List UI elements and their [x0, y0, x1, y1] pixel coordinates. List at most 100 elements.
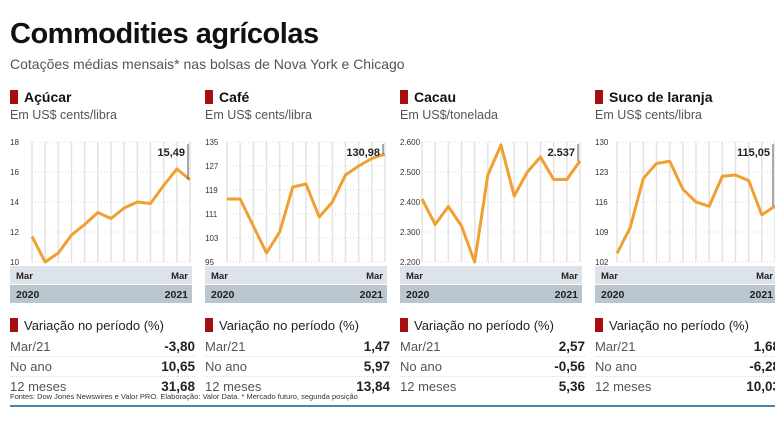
variation-title: Variação no período (%) [595, 316, 775, 334]
x-year-label: 2020 [16, 289, 40, 301]
y-tick-label: 2.400 [400, 198, 421, 207]
chart-panel: Suco de laranja Em US$ cents/libra Varia… [595, 88, 775, 394]
y-tick-label: 116 [595, 198, 608, 207]
x-month-label: Mar [756, 271, 773, 282]
variation-title-text: Variação no período (%) [219, 317, 359, 333]
x-year-label: 2021 [750, 289, 774, 301]
year-band [595, 285, 775, 303]
variation-value: 5,97 [363, 359, 390, 374]
variation-value: 5,36 [558, 379, 585, 394]
red-marker-icon [595, 90, 603, 104]
variation-title-text: Variação no período (%) [24, 317, 164, 333]
y-tick-label: 130 [595, 138, 609, 147]
variation-row: 12 meses 13,84 [205, 377, 390, 396]
chart-panel: Cacau Em US$/tonelada Variação no períod… [400, 88, 588, 394]
variation-row: Mar/21 2,57 [400, 337, 585, 357]
variation-label: Mar/21 [595, 339, 636, 354]
variation-label: 12 meses [205, 379, 262, 394]
red-marker-icon [205, 318, 213, 332]
chart-title-text: Cacau [414, 89, 457, 105]
year-band [10, 285, 192, 303]
chart-title-text: Suco de laranja [609, 89, 713, 105]
footer-sources: Fontes: Dow Jones Newswires e Valor PRO.… [10, 392, 358, 401]
chart-title: Café [205, 88, 393, 106]
y-tick-label: 95 [205, 258, 214, 267]
red-marker-icon [10, 318, 18, 332]
variation-label: 12 meses [595, 379, 652, 394]
variation-title-text: Variação no período (%) [609, 317, 749, 333]
variation-title: Variação no período (%) [205, 316, 390, 334]
last-value-label: 130,98 [346, 147, 380, 159]
x-month-label: Mar [561, 271, 578, 282]
variation-row: Mar/21 1,47 [205, 337, 390, 357]
variation-row: No ano -6,28 [595, 357, 775, 377]
y-tick-label: 109 [595, 228, 609, 237]
variation-row: 12 meses 31,68 [10, 377, 195, 396]
variation-label: No ano [400, 359, 442, 374]
x-month-label: Mar [406, 271, 423, 282]
unit-label: Em US$/tonelada [400, 108, 498, 122]
chart-panel: Açúcar Em US$ cents/libra Variação no pe… [10, 88, 198, 394]
y-tick-label: 14 [10, 198, 19, 207]
year-band [205, 285, 387, 303]
year-band [400, 285, 582, 303]
x-year-label: 2021 [165, 289, 189, 301]
variation-label: Mar/21 [10, 339, 51, 354]
y-tick-label: 2.500 [400, 168, 421, 177]
month-band [595, 266, 775, 284]
variation-value: 10,03 [746, 379, 775, 394]
y-tick-label: 119 [205, 186, 218, 195]
page-subtitle: Cotações médias mensais* nas bolsas de N… [10, 56, 405, 72]
variation-row: No ano 5,97 [205, 357, 390, 377]
chart-title: Açúcar [10, 88, 198, 106]
line-chart: 95 103 111 119 127 135 130,98 Mar 2020 Mar 2021 [205, 138, 387, 303]
variation-table: Variação no período (%) Mar/21 1,68 No ano… [595, 316, 775, 396]
variation-row: Mar/21 -3,80 [10, 337, 195, 357]
red-marker-icon [595, 318, 603, 332]
last-value-label: 2.537 [547, 147, 575, 159]
variation-row: 12 meses 5,36 [400, 377, 585, 396]
y-tick-label: 12 [10, 228, 19, 237]
unit-label: Em US$ cents/libra [10, 108, 117, 122]
variation-value: 2,57 [558, 339, 585, 354]
unit-label: Em US$ cents/libra [595, 108, 702, 122]
y-tick-label: 18 [10, 138, 19, 147]
y-tick-label: 2.600 [400, 138, 421, 147]
red-marker-icon [205, 90, 213, 104]
chart-title: Suco de laranja [595, 88, 775, 106]
variation-label: 12 meses [400, 379, 457, 394]
chart-title: Cacau [400, 88, 588, 106]
footer-rule [10, 405, 775, 407]
unit-label: Em US$ cents/libra [205, 108, 312, 122]
y-tick-label: 16 [10, 168, 19, 177]
variation-title: Variação no período (%) [400, 316, 585, 334]
y-tick-label: 102 [595, 258, 609, 267]
last-value-label: 15,49 [157, 147, 185, 159]
x-year-label: 2020 [211, 289, 235, 301]
variation-label: Mar/21 [205, 339, 246, 354]
red-marker-icon [400, 318, 408, 332]
chart-title-text: Açúcar [24, 89, 72, 105]
y-tick-label: 2.300 [400, 228, 421, 237]
variation-row: No ano -0,56 [400, 357, 585, 377]
x-year-label: 2021 [555, 289, 579, 301]
line-chart: 2.200 2.300 2.400 2.500 2.600 2.537 Mar 2020 Mar… [400, 138, 582, 303]
x-month-label: Mar [601, 271, 618, 282]
variation-row: No ano 10,65 [10, 357, 195, 377]
variation-row: 12 meses 10,03 [595, 377, 775, 396]
x-year-label: 2020 [601, 289, 625, 301]
variation-title: Variação no período (%) [10, 316, 195, 334]
variation-value: 10,65 [161, 359, 195, 374]
variation-table: Variação no período (%) Mar/21 -3,80 No an… [10, 316, 195, 396]
chart-title-text: Café [219, 89, 250, 105]
variation-label: No ano [205, 359, 247, 374]
line-chart: 102 109 116 123 130 115,05 Mar 2020 Mar 2021 [595, 138, 775, 303]
x-year-label: 2021 [360, 289, 384, 301]
y-tick-label: 135 [205, 138, 219, 147]
chart-panel: Café Em US$ cents/libra Variação no perí… [205, 88, 393, 394]
variation-value: -6,28 [749, 359, 775, 374]
variation-label: No ano [10, 359, 52, 374]
variation-value: 13,84 [356, 379, 390, 394]
variation-value: -3,80 [164, 339, 195, 354]
last-value-label: 115,05 [737, 147, 770, 159]
